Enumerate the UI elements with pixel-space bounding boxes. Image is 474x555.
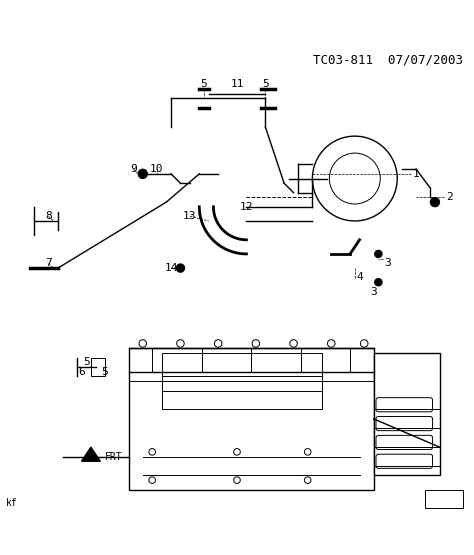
Text: 3: 3: [384, 259, 391, 269]
Text: 1: 1: [413, 169, 419, 179]
Polygon shape: [82, 447, 100, 461]
Text: 2: 2: [446, 193, 452, 203]
Circle shape: [374, 250, 382, 258]
FancyBboxPatch shape: [426, 490, 463, 508]
FancyBboxPatch shape: [128, 348, 374, 490]
Circle shape: [176, 264, 185, 273]
Text: 10: 10: [150, 164, 164, 174]
Circle shape: [138, 169, 147, 179]
Text: 5: 5: [102, 367, 109, 377]
Text: 12: 12: [240, 202, 253, 212]
FancyBboxPatch shape: [376, 398, 433, 412]
Text: 5: 5: [83, 357, 90, 367]
FancyBboxPatch shape: [376, 416, 433, 431]
Text: 7: 7: [45, 259, 52, 269]
Text: 13: 13: [183, 211, 197, 221]
Text: 11: 11: [230, 79, 244, 89]
Circle shape: [374, 279, 382, 286]
Text: 6: 6: [78, 367, 85, 377]
Text: 5: 5: [262, 79, 269, 89]
Text: 3: 3: [370, 286, 377, 296]
Text: TC03-811  07/07/2003: TC03-811 07/07/2003: [313, 54, 463, 67]
Text: kf: kf: [6, 498, 18, 508]
FancyBboxPatch shape: [374, 353, 439, 476]
FancyBboxPatch shape: [376, 454, 433, 468]
FancyBboxPatch shape: [162, 353, 322, 410]
Circle shape: [430, 198, 439, 207]
Bar: [91, 357, 105, 376]
Text: 8: 8: [45, 211, 52, 221]
Text: FRT: FRT: [105, 452, 123, 462]
FancyBboxPatch shape: [376, 435, 433, 450]
Text: 5: 5: [201, 79, 208, 89]
Text: 9: 9: [130, 164, 137, 174]
Text: 14: 14: [164, 263, 178, 273]
Text: 4: 4: [356, 273, 363, 282]
